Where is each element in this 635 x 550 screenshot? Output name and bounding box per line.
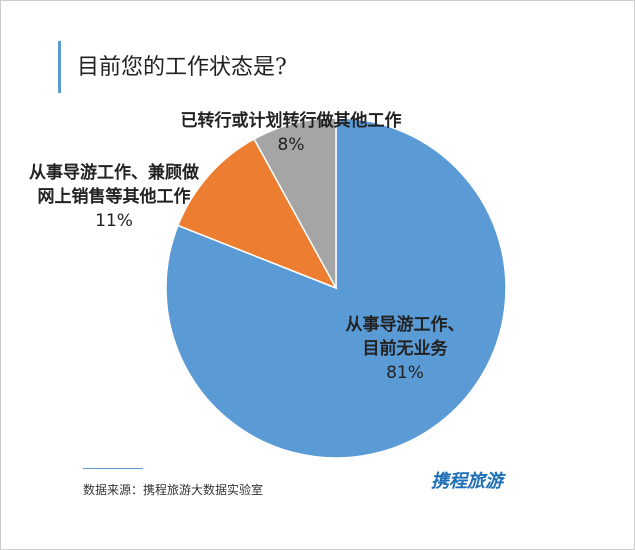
category-label: 从事导游工作、兼顾做网上销售等其他工作	[29, 163, 199, 207]
slice-label: 从事导游工作、目前无业务 81%	[341, 313, 469, 385]
pie-slice	[176, 138, 338, 290]
category-label: 已转行或计划转行做其他工作	[180, 111, 402, 131]
value-label: 81%	[386, 363, 424, 383]
pie-slice	[165, 117, 507, 459]
slice-label: 从事导游工作、兼顾做网上销售等其他工作 11%	[29, 161, 199, 233]
value-label: 8%	[277, 135, 305, 155]
category-label: 从事导游工作、目前无业务	[345, 315, 465, 359]
value-label: 11%	[95, 211, 133, 231]
source-rule	[83, 468, 143, 469]
title-bar	[58, 41, 61, 93]
pie-slice	[253, 117, 337, 289]
chart-title: 目前您的工作状态是?	[77, 55, 287, 80]
source: 数据来源：携程旅游大数据实验室	[83, 483, 264, 497]
slice-label: 已转行或计划转行做其他工作 8%	[166, 109, 416, 157]
logo: 携程旅游	[431, 471, 503, 492]
